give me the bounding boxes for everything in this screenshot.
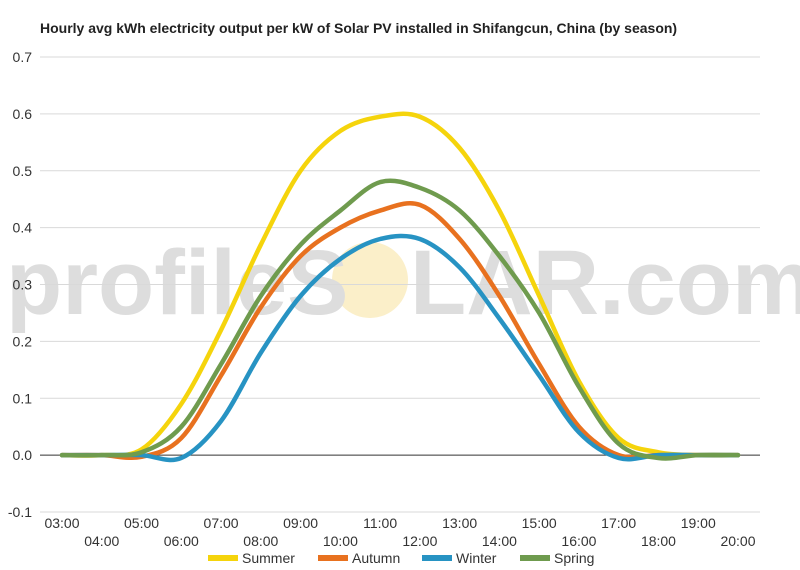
x-tick-label: 07:00 — [204, 515, 239, 531]
legend-label-spring: Spring — [554, 550, 594, 566]
series-line-winter — [59, 233, 741, 463]
legend-swatch-winter — [422, 555, 452, 561]
grid-lines — [40, 56, 760, 513]
x-tick-label: 18:00 — [641, 533, 676, 549]
x-tick-label: 11:00 — [363, 515, 397, 531]
watermark-text-left: profileS — [6, 232, 348, 334]
x-tick-label: 17:00 — [601, 515, 636, 531]
x-tick-label: 08:00 — [243, 533, 278, 549]
x-tick-label: 16:00 — [561, 533, 596, 549]
y-tick-label: 0.2 — [13, 333, 33, 349]
y-tick-label: 0.1 — [13, 390, 33, 406]
y-tick-label: 0.0 — [13, 447, 33, 463]
y-tick-label: 0.3 — [13, 277, 33, 293]
series-line-summer — [59, 111, 741, 458]
x-tick-label: 13:00 — [442, 515, 477, 531]
x-tick-label: 12:00 — [402, 533, 437, 549]
legend-swatch-autumn — [318, 555, 348, 561]
y-tick-label: 0.4 — [13, 220, 33, 236]
series-line-spring — [59, 178, 741, 461]
x-tick-label: 10:00 — [323, 533, 358, 549]
x-tick-label: 05:00 — [124, 515, 159, 531]
chart-title: Hourly avg kWh electricity output per kW… — [40, 20, 677, 36]
x-tick-label: 19:00 — [681, 515, 716, 531]
x-tick-label: 04:00 — [84, 533, 119, 549]
x-tick-label: 20:00 — [720, 533, 755, 549]
legend-swatch-summer — [208, 555, 238, 561]
y-tick-label: 0.6 — [13, 106, 33, 122]
legend-label-winter: Winter — [456, 550, 497, 566]
y-axis-ticks: 0.7 0.6 0.5 0.4 0.3 0.2 0.1 0.0 -0.1 — [8, 49, 32, 520]
legend-swatch-spring — [520, 555, 550, 561]
watermark: profileS LAR.com — [6, 232, 800, 334]
x-tick-label: 06:00 — [164, 533, 199, 549]
legend: Summer Autumn Winter Spring — [208, 550, 594, 566]
x-tick-label: 15:00 — [522, 515, 557, 531]
y-tick-label: 0.7 — [13, 49, 33, 65]
watermark-sun-icon — [332, 242, 408, 318]
legend-label-autumn: Autumn — [352, 550, 400, 566]
series-line-autumn — [59, 200, 741, 461]
y-tick-label: -0.1 — [8, 504, 32, 520]
legend-label-summer: Summer — [242, 550, 295, 566]
y-tick-label: 0.5 — [13, 163, 33, 179]
x-tick-label: 14:00 — [482, 533, 517, 549]
x-tick-label: 09:00 — [283, 515, 318, 531]
x-tick-label: 03:00 — [44, 515, 79, 531]
series-lines — [59, 111, 741, 463]
